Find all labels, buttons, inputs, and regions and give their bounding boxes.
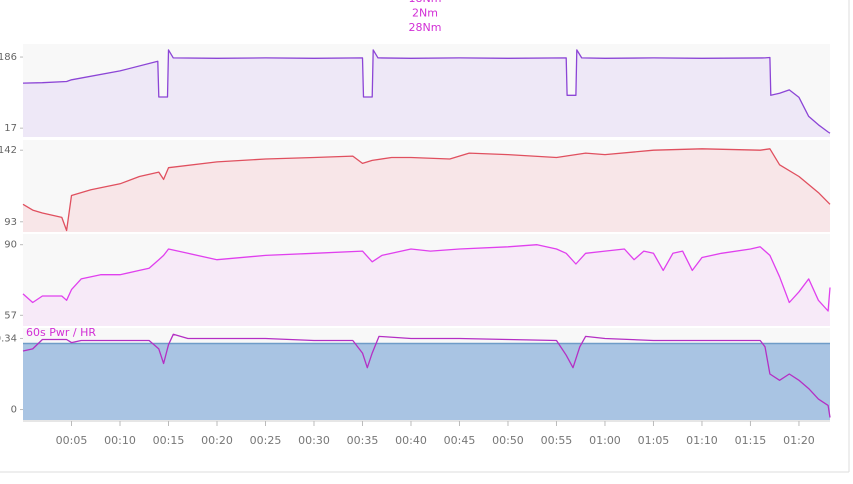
area [23,49,830,137]
line [22,148,831,232]
header-line: 18Nm [409,0,442,5]
x-tick-label: 00:30 [298,434,330,447]
panel-title: 60s Pwr / HR [26,326,96,339]
reference-area [23,343,830,420]
x-tick-label: 01:10 [686,434,718,447]
x-tick-label: 00:40 [395,434,427,447]
y-tick-label: 90 [4,240,17,251]
x-tick-label: 00:55 [541,434,573,447]
x-tick-label: 01:15 [735,434,767,447]
line [22,244,831,312]
y-tick-label: 93 [4,217,17,228]
area [23,244,830,326]
x-tick-label: 01:05 [638,434,670,447]
y-tick-label: 0.34 [0,333,17,344]
y-tick-label: 17 [4,123,17,134]
x-tick-label: 00:50 [492,434,524,447]
x-tick-label: 00:05 [56,434,88,447]
line [22,333,831,418]
x-tick-label: 01:00 [589,434,621,447]
x-tick-label: 00:15 [153,434,185,447]
y-tick-label: 142 [0,145,17,156]
x-tick-label: 00:10 [104,434,136,447]
header-line: 2Nm [412,7,438,20]
y-tick-label: 0 [11,405,17,416]
x-tick-label: 00:20 [201,434,233,447]
y-tick-label: 57 [4,310,17,321]
x-tick-label: 00:45 [444,434,476,447]
line [22,49,831,134]
y-tick-label: 186 [0,52,17,63]
x-tick-label: 00:35 [347,434,379,447]
x-tick-label: 00:25 [250,434,282,447]
header-line: 28Nm [409,21,442,34]
x-tick-label: 01:20 [783,434,815,447]
area [23,148,830,232]
